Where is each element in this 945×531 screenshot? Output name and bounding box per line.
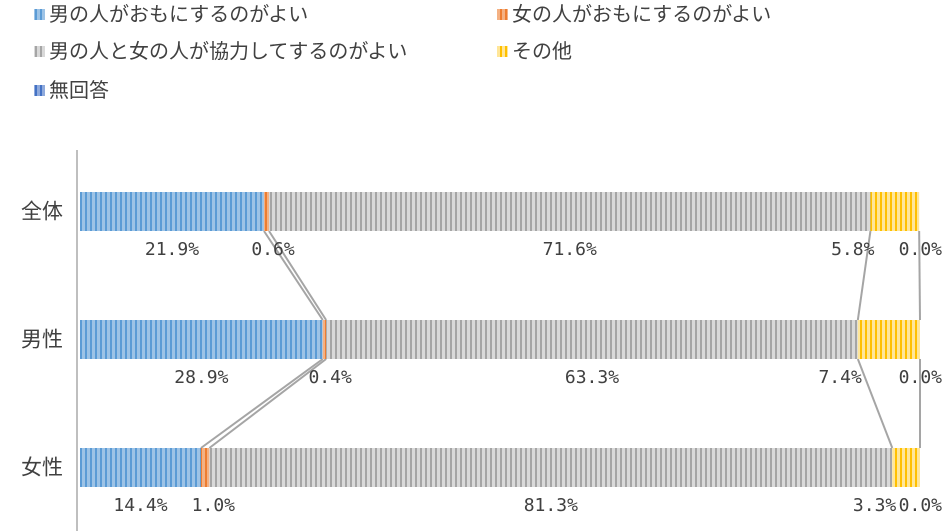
bar-2-0 <box>80 448 201 487</box>
value-label-2-3: 3.3% <box>853 495 897 516</box>
category-label-1: 男性 <box>21 328 63 352</box>
series-line-1-0 <box>268 230 327 321</box>
legend-swatch-3 <box>497 46 508 57</box>
legend-label-1: 女の人がおもにするのがよい <box>512 2 771 26</box>
series-line-3-0 <box>918 230 921 321</box>
value-label-1-3: 7.4% <box>818 367 862 388</box>
value-label-2-0: 14.4% <box>113 495 167 516</box>
bar-2-1 <box>200 448 210 487</box>
value-label-1-0: 28.9% <box>174 367 228 388</box>
category-label-0: 全体 <box>21 200 63 224</box>
legend-label-2: 男の人と女の人が協力してするのがよい <box>49 39 407 63</box>
series-line-2-1 <box>856 358 894 449</box>
legend-swatch-4 <box>34 85 45 96</box>
value-label-2-1: 1.0% <box>192 495 236 516</box>
series-line-0-1 <box>200 358 324 449</box>
series-line-0-0 <box>263 230 324 321</box>
bar-0-3 <box>870 192 920 231</box>
value-label-0-1: 0.6% <box>251 239 295 260</box>
value-labels: 21.9% 0.6% 71.6% 5.8% 0.0% 28.9% 0.4% 63.3% 7.4%… <box>113 239 942 516</box>
bar-0-0 <box>80 192 264 231</box>
bars <box>80 192 920 487</box>
legend: 男の人がおもにするのがよい 女の人がおもにするのがよい男の人と女の人が協力してする… <box>34 2 771 102</box>
bar-1-1 <box>322 320 327 359</box>
bar-1-3 <box>857 320 920 359</box>
bar-2-3 <box>892 448 920 487</box>
value-label-1-2: 63.3% <box>565 367 619 388</box>
value-label-0-3: 5.8% <box>831 239 875 260</box>
legend-label-4: 無回答 <box>49 78 109 102</box>
legend-label-0: 男の人がおもにするのがよい <box>49 2 308 26</box>
bar-1-0 <box>80 320 323 359</box>
series-lines <box>200 230 921 449</box>
legend-swatch-1 <box>497 9 508 20</box>
series-line-1-1 <box>208 358 327 449</box>
value-label-2-2: 81.3% <box>524 495 578 516</box>
value-label-0-0: 21.9% <box>145 239 199 260</box>
value-label-0-4: 0.0% <box>899 239 943 260</box>
bar-2-2 <box>209 448 893 487</box>
value-label-1-1: 0.4% <box>308 367 352 388</box>
bar-0-1 <box>263 192 269 231</box>
value-label-0-2: 71.6% <box>543 239 597 260</box>
bar-0-2 <box>269 192 871 231</box>
legend-swatch-2 <box>34 46 45 57</box>
series-line-2-0 <box>856 230 872 321</box>
value-label-2-4: 0.0% <box>899 495 943 516</box>
category-label-2: 女性 <box>21 456 63 480</box>
bar-1-2 <box>326 320 858 359</box>
legend-label-3: その他 <box>512 39 572 63</box>
legend-swatch-0 <box>34 9 45 20</box>
value-label-1-4: 0.0% <box>899 367 943 388</box>
